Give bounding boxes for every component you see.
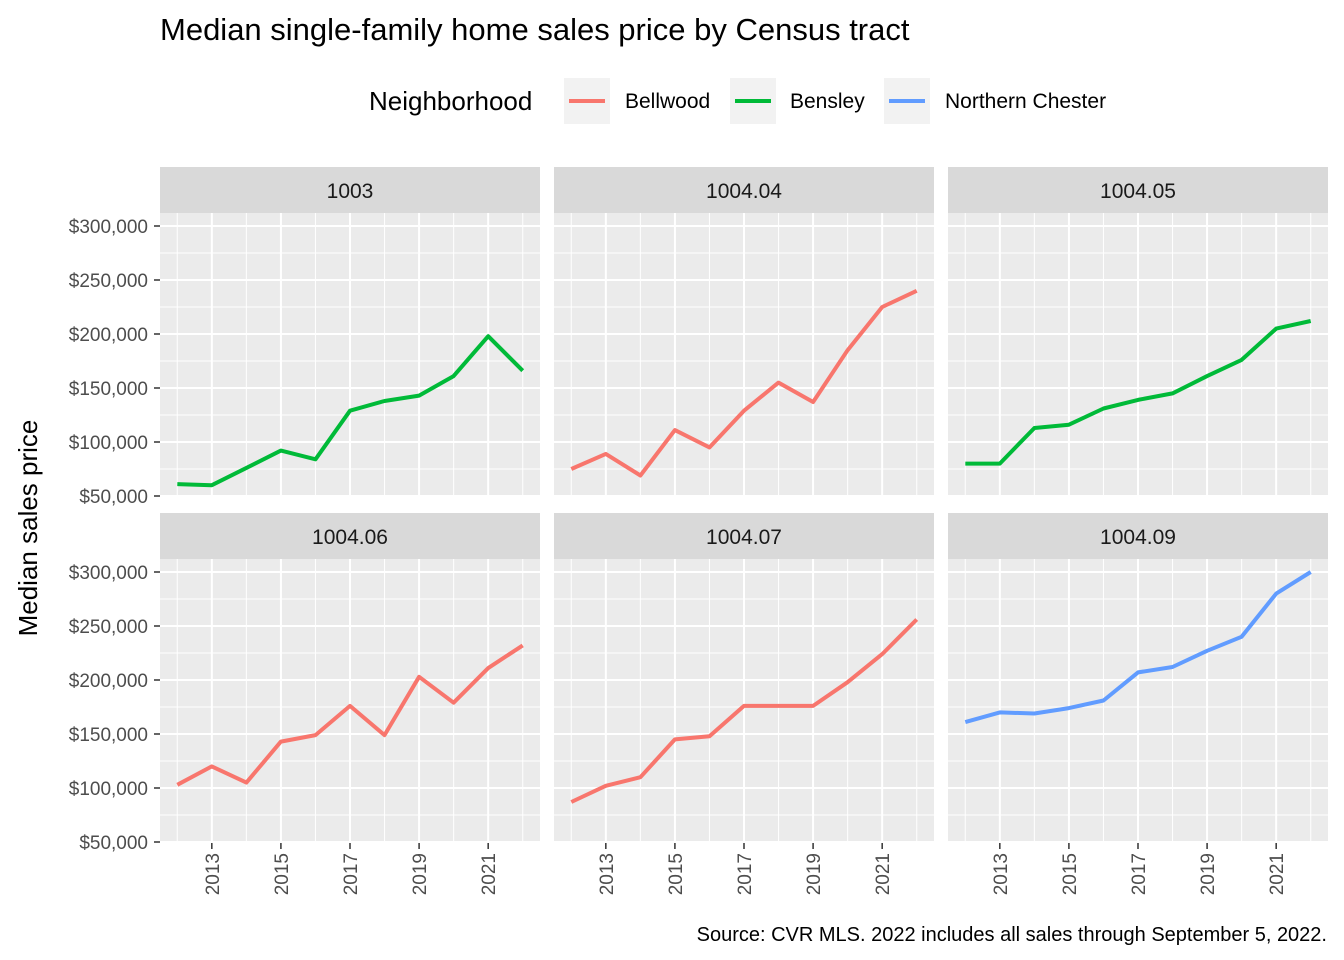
y-tick-label: $50,000 xyxy=(79,833,148,854)
facet-strip xyxy=(948,167,1328,213)
series-line-1004.06 xyxy=(176,643,524,787)
x-tick-label: 2019 xyxy=(1198,853,1219,895)
chart-caption: Source: CVR MLS. 2022 includes all sales… xyxy=(697,924,1327,946)
facet-strip-label: 1003 xyxy=(327,180,374,203)
legend-label: Bensley xyxy=(790,90,865,113)
facet-panel: 1004.04 xyxy=(554,167,934,497)
x-tick-label: 2021 xyxy=(1267,853,1288,895)
y-tick-label: $250,000 xyxy=(69,617,148,638)
x-tick-label: 2019 xyxy=(804,853,825,895)
legend-item: Northern Chester xyxy=(884,78,1106,124)
series-line-1004.05 xyxy=(965,319,1312,466)
y-axes: $50,000 $100,000 $150,000 $200,000 $250,000 $… xyxy=(69,217,160,854)
x-tick-label: 2013 xyxy=(597,853,618,895)
facet-panel: 1004.07 xyxy=(554,513,934,843)
facet-strip xyxy=(160,167,540,213)
y-tick-label: $200,000 xyxy=(69,325,148,346)
legend-label: Northern Chester xyxy=(945,90,1106,113)
facet-strip-label: 1004.06 xyxy=(312,526,388,549)
x-axes: 2013 2015 2017 2019 2021 2013 2015 2017 2019 2021… xyxy=(203,843,1288,895)
y-tick-label: $50,000 xyxy=(79,487,148,508)
y-tick-label: $150,000 xyxy=(69,725,148,746)
x-tick-label: 2015 xyxy=(1060,853,1081,895)
y-tick-label: $250,000 xyxy=(69,271,148,292)
facet-panel: 1004.06 xyxy=(160,513,540,843)
series-line-1003 xyxy=(177,334,525,488)
series-line-1004.09 xyxy=(964,570,1312,725)
facet-strip-label: 1004.05 xyxy=(1100,180,1176,203)
facet-panel: 1004.05 xyxy=(948,167,1328,497)
series-line-1004.04 xyxy=(570,288,918,478)
facet-panel: 1003 xyxy=(160,167,540,497)
facet-strip-label: 1004.09 xyxy=(1100,526,1176,549)
facet-strip-label: 1004.04 xyxy=(706,180,782,203)
chart-title: Median single-family home sales price by… xyxy=(160,12,910,47)
legend-label: Bellwood xyxy=(625,90,710,113)
facet-strip xyxy=(554,167,934,213)
facet-grid: 1003 1004.04 1004.05 1004.06 1004.07 1004.09 xyxy=(160,167,1328,843)
x-tick-label: 2019 xyxy=(410,853,431,895)
legend: Neighborhood Bellwood Bensley Northern Ches… xyxy=(369,78,1106,124)
series-line-1004.07 xyxy=(570,618,919,804)
facet-strip xyxy=(554,513,934,559)
x-tick-label: 2015 xyxy=(272,853,293,895)
legend-item: Bensley xyxy=(730,78,865,124)
x-tick-label: 2017 xyxy=(341,853,362,895)
y-tick-label: $150,000 xyxy=(69,379,148,400)
facet-strip xyxy=(160,513,540,559)
x-tick-label: 2017 xyxy=(1129,853,1150,895)
y-tick-label: $300,000 xyxy=(69,217,148,238)
facet-strip xyxy=(948,513,1328,559)
y-tick-label: $200,000 xyxy=(69,671,148,692)
y-axis-title: Median sales price xyxy=(13,420,43,637)
x-tick-label: 2015 xyxy=(666,853,687,895)
x-tick-label: 2013 xyxy=(203,853,224,895)
y-tick-label: $300,000 xyxy=(69,563,148,584)
x-tick-label: 2021 xyxy=(479,853,500,895)
y-tick-label: $100,000 xyxy=(69,433,148,454)
facet-strip-label: 1004.07 xyxy=(706,526,782,549)
facet-panel: 1004.09 xyxy=(948,513,1328,843)
x-tick-label: 2021 xyxy=(873,853,894,895)
y-tick-label: $100,000 xyxy=(69,779,148,800)
x-tick-label: 2013 xyxy=(991,853,1012,895)
x-tick-label: 2017 xyxy=(735,853,756,895)
legend-item: Bellwood xyxy=(564,78,710,124)
legend-title: Neighborhood xyxy=(369,86,532,116)
